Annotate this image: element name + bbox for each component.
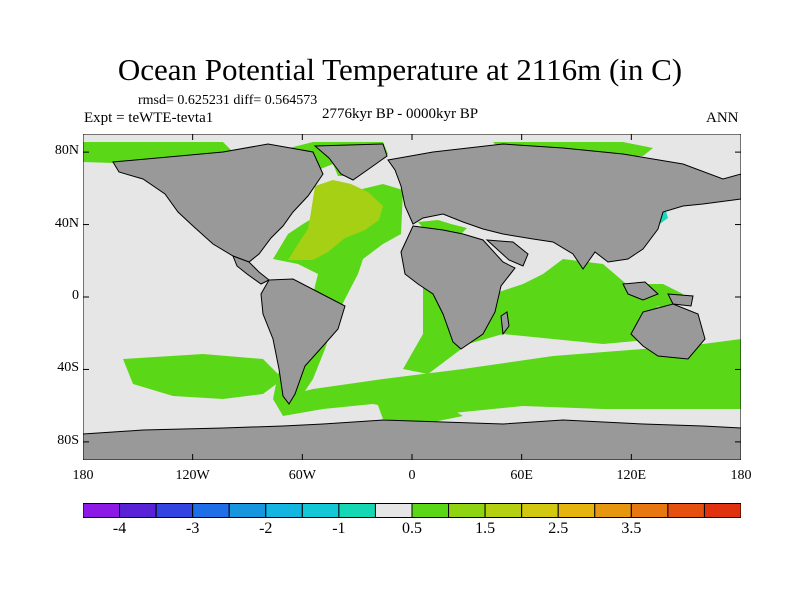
australia xyxy=(630,303,706,360)
longitude-tick-label: 120E xyxy=(616,468,647,483)
colorbar xyxy=(83,503,741,518)
pacific-south-anomaly xyxy=(123,354,283,399)
colorbar-tick-label: 0.5 xyxy=(402,520,422,537)
colorbar-box xyxy=(228,503,267,518)
antarctica xyxy=(83,419,741,460)
colorbar-box xyxy=(594,503,632,518)
colorbar-box xyxy=(338,503,376,518)
colorbar-box xyxy=(83,503,121,518)
atlantic-sector-anomaly xyxy=(373,392,463,424)
colorbar-box xyxy=(265,503,303,518)
colorbar-tick-label: -4 xyxy=(112,520,127,537)
latitude-tick-label: 0 xyxy=(72,288,79,303)
latitude-tick-label: 80N xyxy=(54,143,79,159)
land xyxy=(83,143,741,460)
north-america xyxy=(112,143,324,263)
madagascar xyxy=(500,311,510,336)
colorbar-box xyxy=(557,503,596,518)
arabia xyxy=(485,239,529,267)
longitude-tick-label: 180 xyxy=(72,468,94,483)
colorbar-box xyxy=(301,503,340,518)
colorbar-box xyxy=(448,503,486,518)
season-label: ANN xyxy=(706,110,739,126)
latitude-tick-label: 40N xyxy=(54,215,79,231)
colorbar-box xyxy=(155,503,194,518)
experiment-label: Expt = teWTE-tevta1 xyxy=(84,110,214,126)
east-pacific-land-mask xyxy=(83,189,113,244)
colorbar-box xyxy=(703,503,741,518)
north-atlantic-warm-anomaly xyxy=(288,180,383,260)
central-america xyxy=(232,255,270,285)
colorbar-box xyxy=(630,503,669,518)
colorbar-tick-label: 2.5 xyxy=(548,520,569,537)
colorbar-box xyxy=(521,503,559,518)
colorbar-box xyxy=(411,503,450,518)
period-label: 2776kyr BP - 0000kyr BP xyxy=(322,106,479,122)
south-america xyxy=(260,278,346,405)
longitude-tick-label: 0 xyxy=(408,468,416,483)
plot-title: Ocean Potential Temperature at 2116m (in… xyxy=(117,52,683,87)
axis-ticks xyxy=(83,134,741,460)
colorbar-box xyxy=(119,503,157,518)
latitude-tick-label: 40S xyxy=(57,360,79,376)
anomaly-map xyxy=(83,134,741,460)
greenland xyxy=(313,143,388,181)
latitude-tick-label: 80S xyxy=(57,432,79,448)
anomaly-regions xyxy=(83,142,741,424)
longitude-tick-label: 120W xyxy=(175,468,210,483)
colorbar-tick-label: -2 xyxy=(259,520,273,537)
longitude-tick-label: 60W xyxy=(288,468,316,483)
longitude-tick-label: 180 xyxy=(730,468,752,483)
colorbar-box xyxy=(484,503,523,518)
indonesia xyxy=(622,281,659,301)
colorbar-box xyxy=(192,503,230,518)
longitude-tick-label: 60E xyxy=(510,468,533,483)
eurasia xyxy=(387,143,741,270)
colorbar-box xyxy=(374,503,413,518)
colorbar-tick-label: -1 xyxy=(332,520,346,537)
colorbar-tick-label: 3.5 xyxy=(621,520,642,537)
africa xyxy=(400,225,516,350)
indian-ocean-anomaly xyxy=(403,259,668,374)
rmsd-diff-stats: rmsd= 0.625231 diff= 0.564573 xyxy=(138,93,318,108)
new-guinea xyxy=(667,293,694,307)
colorbar-box xyxy=(667,503,705,518)
colorbar-tick-label: 1.5 xyxy=(475,520,496,537)
colorbar-tick-label: -3 xyxy=(185,520,200,537)
